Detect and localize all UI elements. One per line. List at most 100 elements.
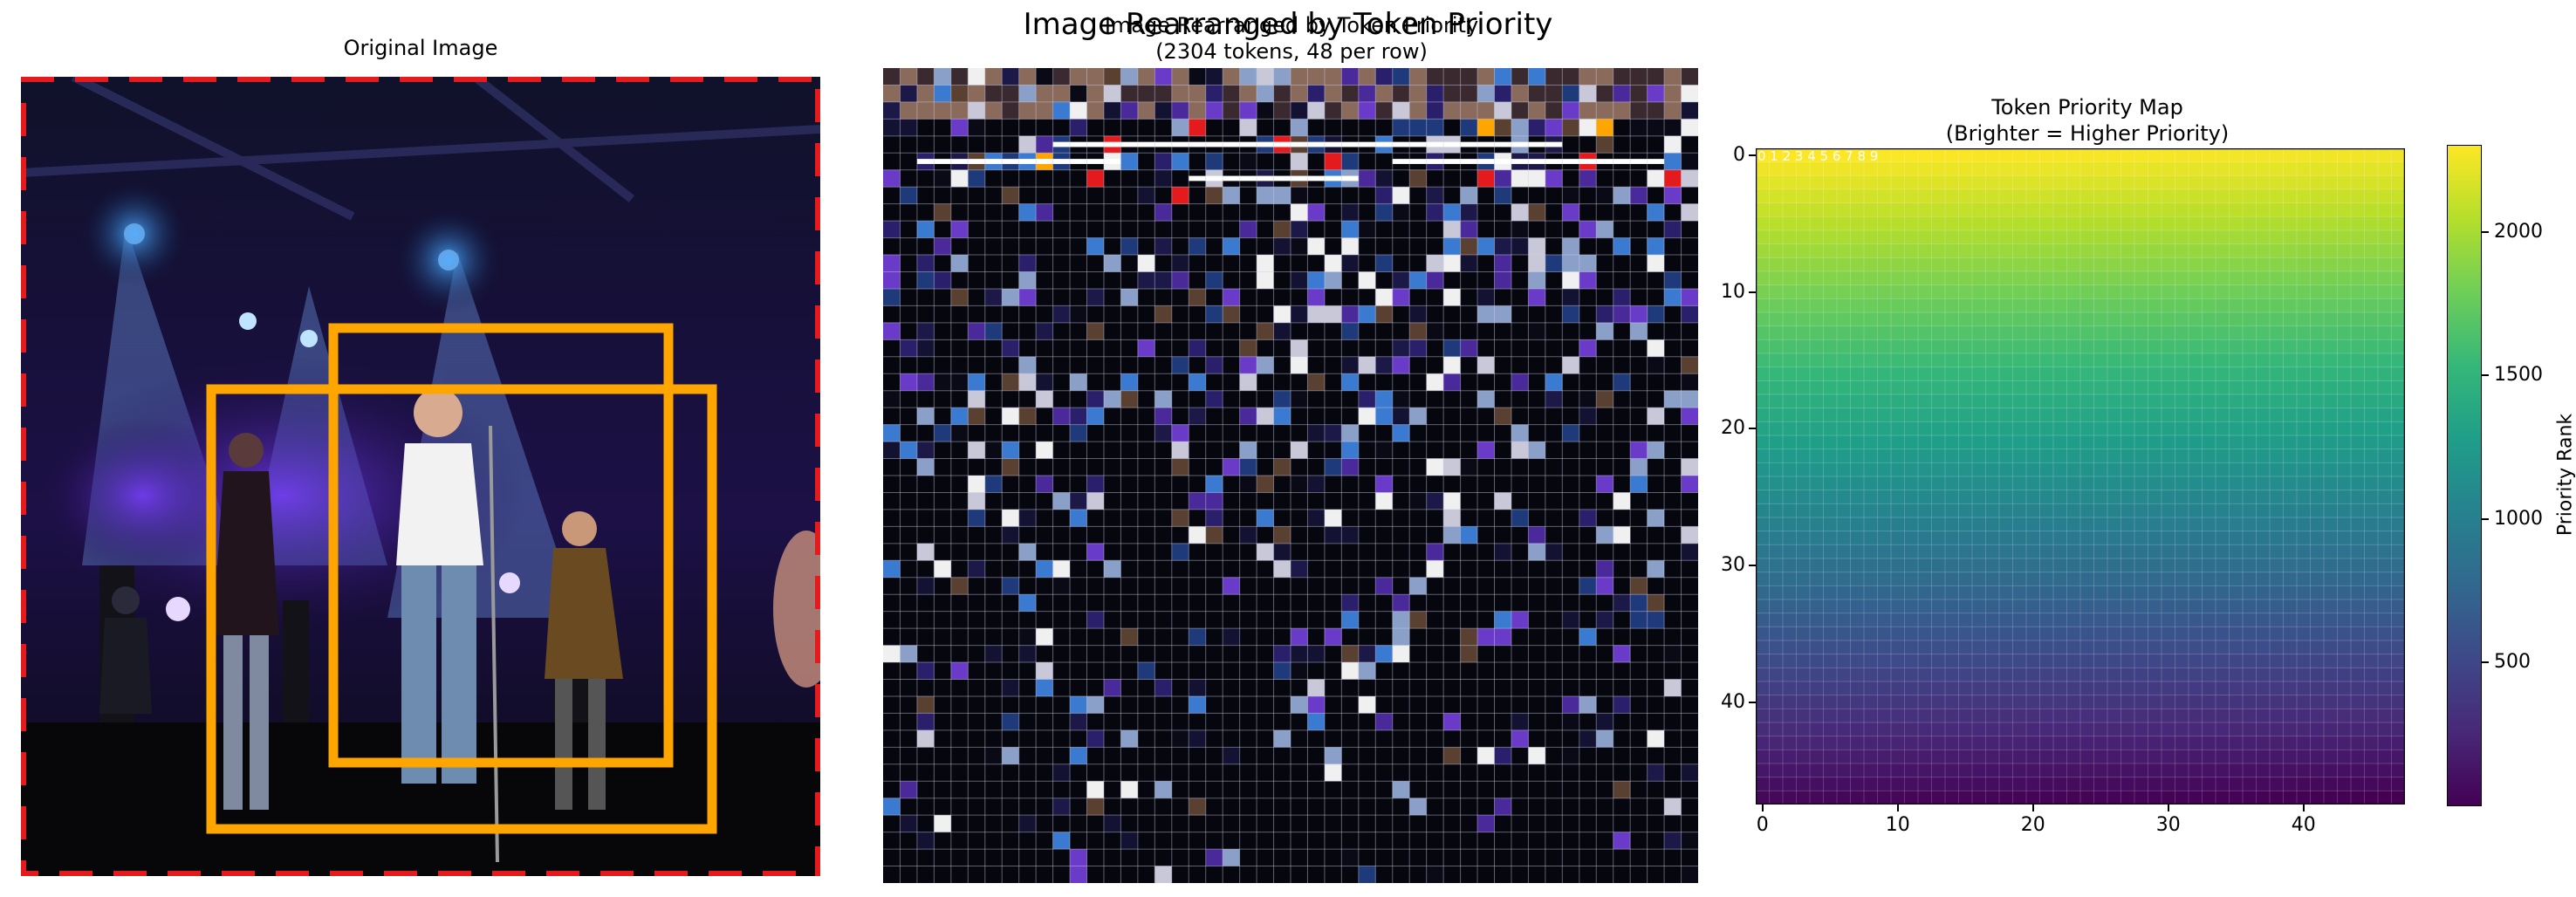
token-tile — [883, 305, 901, 324]
heatmap-cell — [2120, 722, 2135, 736]
token-tile — [1120, 628, 1139, 646]
token-tile — [1630, 577, 1648, 595]
token-tile — [1154, 153, 1173, 171]
token-tile — [1324, 288, 1342, 306]
heatmap-cell — [1958, 161, 1973, 176]
token-tile — [1426, 611, 1444, 629]
heatmap-cell — [2229, 448, 2244, 463]
token-tile — [950, 221, 969, 238]
heatmap-cell — [2229, 558, 2244, 572]
token-tile — [950, 543, 969, 561]
token-tile — [1630, 169, 1648, 188]
heatmap-cell — [2243, 517, 2257, 531]
token-tile — [1086, 849, 1105, 866]
token-tile — [1579, 747, 1597, 765]
heatmap-cell — [1931, 298, 1946, 313]
token-tile — [1596, 628, 1614, 646]
heatmap-cell — [2134, 531, 2148, 545]
heatmap-cell — [1999, 257, 2013, 272]
heatmap-cell — [2053, 380, 2067, 395]
heatmap-cell — [2297, 435, 2311, 449]
heatmap-cell — [1756, 284, 1770, 299]
token-tile — [883, 390, 901, 408]
heatmap-cell — [2189, 407, 2203, 422]
heatmap-cell — [2256, 271, 2271, 285]
heatmap-cell — [1891, 681, 1905, 695]
heatmap-cell — [2093, 462, 2108, 477]
token-tile — [1036, 492, 1053, 510]
token-tile — [1426, 373, 1444, 392]
heatmap-cell — [1796, 435, 1811, 449]
heatmap-cell — [2364, 380, 2379, 395]
heatmap-cell — [1877, 668, 1892, 682]
heatmap-cell — [1931, 476, 1946, 490]
heatmap-cell — [2066, 613, 2081, 627]
heatmap-cell — [1810, 394, 1824, 408]
heatmap-cell — [2202, 668, 2216, 682]
token-tile — [1036, 866, 1053, 883]
heatmap-cell — [2324, 216, 2338, 231]
heatmap-cell — [2093, 681, 2108, 695]
token-tile — [950, 237, 969, 256]
heatmap-cell — [2012, 339, 2027, 354]
heatmap-cell — [1985, 722, 2000, 736]
heatmap-cell — [1810, 421, 1824, 436]
token-tile — [916, 763, 935, 782]
token-tile — [1613, 611, 1631, 629]
token-tile — [1324, 339, 1342, 358]
heatmap-cell — [2310, 791, 2325, 805]
heatmap-cell — [2256, 312, 2271, 326]
heatmap-cell — [2148, 353, 2162, 367]
token-tile — [984, 763, 1003, 782]
token-tile — [1443, 424, 1461, 442]
heatmap-cell — [1972, 503, 1986, 518]
heatmap-cell — [1864, 448, 1878, 463]
token-tile — [1443, 662, 1461, 680]
token-tile — [1409, 339, 1427, 358]
token-tile — [1002, 763, 1019, 782]
token-tile — [1613, 288, 1631, 306]
token-tile — [1579, 221, 1597, 238]
heatmap-cell — [1864, 763, 1878, 777]
token-tile — [1579, 509, 1597, 527]
token-tile — [1596, 424, 1614, 442]
heatmap-cell — [1877, 709, 1892, 723]
heatmap-cell — [2351, 709, 2365, 723]
token-tile — [1307, 763, 1326, 782]
heatmap-cell — [2026, 695, 2040, 709]
token-tile — [1137, 101, 1155, 120]
heatmap-cell — [1985, 257, 2000, 272]
token-tile — [1426, 356, 1444, 374]
token-tile — [1494, 645, 1512, 663]
heatmap-cell — [2012, 763, 2027, 777]
token-tile — [1086, 288, 1105, 306]
token-tile — [1528, 713, 1546, 731]
heatmap-cell — [2080, 490, 2094, 504]
heatmap-cell — [2310, 668, 2325, 682]
heatmap-cell — [1796, 161, 1811, 176]
token-tile — [1307, 373, 1326, 392]
token-tile — [1223, 509, 1240, 527]
token-tile — [968, 288, 986, 306]
token-tile — [1630, 849, 1648, 866]
heatmap-cell — [2364, 791, 2379, 805]
heatmap-cell — [2283, 599, 2298, 613]
token-tile — [1358, 509, 1376, 527]
token-tile — [1664, 424, 1682, 442]
heatmap-cell — [2120, 421, 2135, 436]
heatmap-cell — [1999, 189, 2013, 203]
token-tile — [1103, 169, 1121, 188]
token-tile — [883, 509, 901, 527]
token-tile — [1223, 866, 1240, 883]
token-tile — [1341, 424, 1360, 442]
heatmap-cell — [2202, 394, 2216, 408]
heatmap-cell — [2229, 544, 2244, 559]
heatmap-cell — [2162, 709, 2175, 723]
token-tile — [1137, 832, 1155, 850]
heatmap-cell — [1945, 339, 1959, 354]
token-tile — [1137, 509, 1155, 527]
heatmap-cell — [2243, 230, 2257, 244]
heatmap-cell — [1904, 777, 1919, 791]
heatmap-cell — [1958, 298, 1973, 313]
token-tile — [1562, 339, 1580, 358]
